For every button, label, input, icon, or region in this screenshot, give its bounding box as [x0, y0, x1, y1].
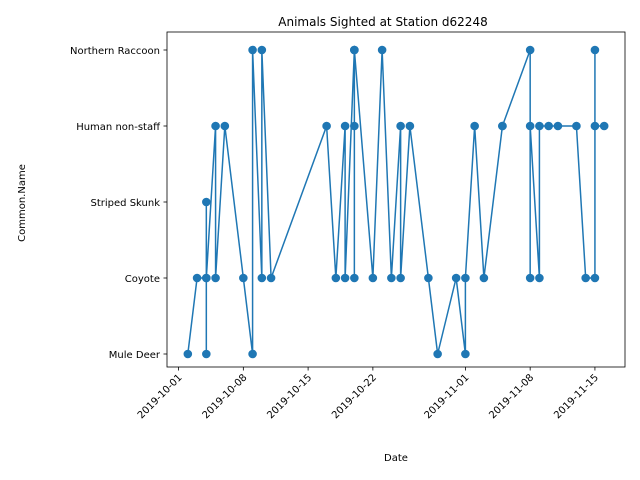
data-point	[239, 273, 248, 283]
data-point	[248, 45, 257, 55]
y-tick-label: Coyote	[125, 274, 160, 285]
plot-frame	[166, 31, 626, 368]
data-point	[248, 349, 257, 359]
y-tick-label: Mule Deer	[109, 350, 161, 361]
data-point	[368, 273, 378, 283]
data-point	[525, 45, 535, 55]
y-tick-label: Northern Raccoon	[70, 46, 160, 57]
data-point	[581, 273, 590, 283]
y-axis: Mule Deer Coyote Striped Skunk Human non-st…	[70, 46, 167, 361]
data-point	[590, 273, 600, 283]
data-point	[211, 121, 220, 131]
data-point	[331, 273, 341, 283]
data-point	[202, 273, 211, 283]
data-point	[590, 121, 600, 131]
y-tick-label: Human non-staff	[76, 122, 161, 133]
data-point	[451, 273, 461, 283]
data-point	[266, 273, 276, 283]
data-point	[350, 121, 359, 131]
plot-area	[166, 31, 626, 368]
data-point	[257, 45, 267, 55]
data-point	[192, 273, 202, 283]
data-point	[590, 45, 600, 55]
data-point	[387, 273, 396, 283]
data-point	[535, 121, 544, 131]
data-point	[202, 197, 211, 207]
data-point	[202, 349, 211, 359]
data-point	[479, 273, 489, 283]
data-point	[257, 273, 267, 283]
data-point	[470, 121, 479, 131]
y-tick-label: Striped Skunk	[91, 198, 161, 209]
data-point	[461, 349, 470, 359]
data-point	[405, 121, 415, 131]
data-point	[340, 273, 350, 283]
x-axis-label: Date	[384, 453, 408, 464]
data-point	[572, 121, 581, 131]
data-point	[525, 273, 535, 283]
data-point	[220, 121, 230, 131]
data-point	[599, 121, 609, 131]
data-point	[322, 121, 331, 131]
data-point	[544, 121, 553, 131]
data-point	[350, 45, 359, 55]
data-point	[211, 273, 220, 283]
series-line	[187, 49, 605, 355]
data-point	[183, 349, 193, 359]
data-point	[433, 349, 442, 359]
y-axis-label: Common.Name	[17, 164, 28, 242]
data-point	[377, 45, 387, 55]
data-point	[350, 273, 359, 283]
data-point	[340, 121, 350, 131]
data-point	[535, 273, 544, 283]
data-point	[396, 121, 405, 131]
data-point	[424, 273, 433, 283]
data-point	[396, 273, 405, 283]
data-point	[525, 121, 535, 131]
data-point	[553, 121, 563, 131]
chart-title: Animals Sighted at Station d62248	[278, 15, 487, 29]
data-point	[461, 273, 470, 283]
data-point	[498, 121, 507, 131]
